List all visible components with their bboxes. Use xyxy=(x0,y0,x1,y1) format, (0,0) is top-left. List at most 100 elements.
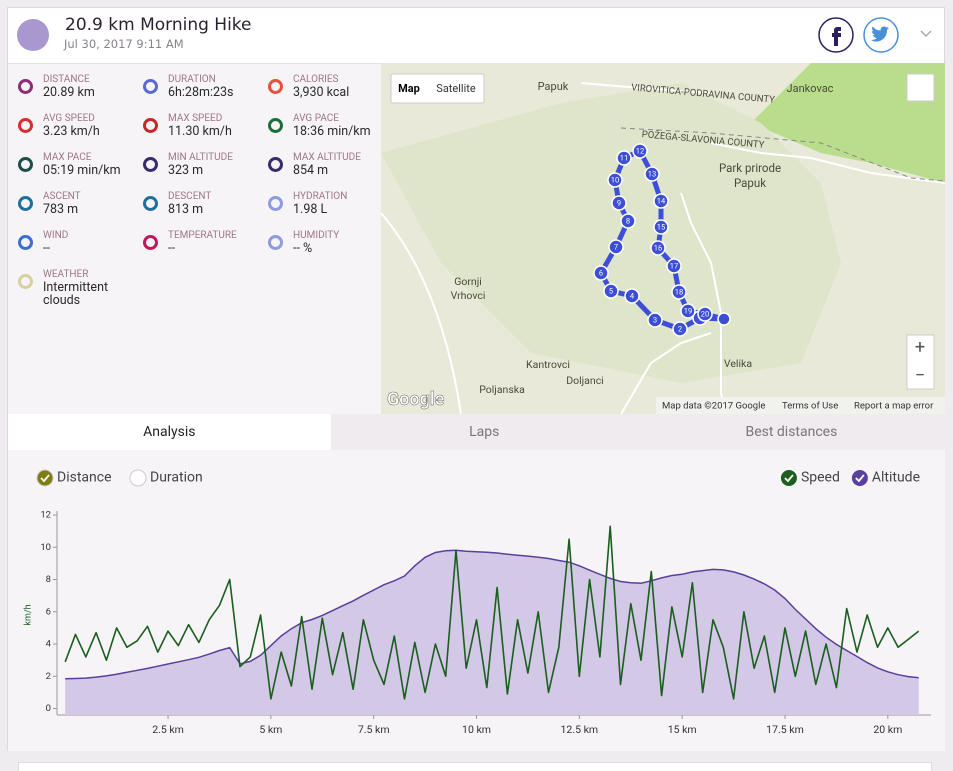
stat-icon xyxy=(18,118,33,133)
stat-label: AVG SPEED xyxy=(43,113,95,124)
x-option-label[interactable]: Duration xyxy=(150,470,203,486)
stat-value: 1.98 L xyxy=(293,202,328,217)
road xyxy=(710,142,945,184)
stat-icon xyxy=(18,79,33,94)
route-marker xyxy=(603,283,619,299)
stat-icon xyxy=(268,196,283,211)
fullscreen-button[interactable] xyxy=(906,73,935,102)
route-marker-label: 4 xyxy=(630,291,635,300)
route-marker-label: 7 xyxy=(614,242,618,251)
zoom-in[interactable]: + xyxy=(915,337,925,358)
legend-label[interactable]: Altitude xyxy=(872,470,920,486)
title: 20.9 km Morning Hike xyxy=(65,15,252,35)
y-tick-label: 12 xyxy=(40,510,51,521)
map-button[interactable]: Map xyxy=(398,82,420,95)
chart: Distance Duration Altitude Speed km/h 0 2 4 6 8 10… xyxy=(23,469,931,736)
route xyxy=(598,148,725,332)
route-marker-label: 17 xyxy=(670,261,678,270)
stat-icon xyxy=(18,235,33,250)
route-marker-label: 2 xyxy=(678,324,682,333)
stat-label: CALORIES xyxy=(293,74,339,85)
map[interactable]: Papuk VIROVITICA-PODRAVINA COUNTY Jankovac… xyxy=(381,63,945,414)
stat-icon xyxy=(18,274,33,289)
x-tick-label: 12.5 km xyxy=(561,723,599,736)
stat-label: HYDRATION xyxy=(293,191,348,202)
stat-value: Intermittent clouds xyxy=(43,280,109,308)
place-label: Velika xyxy=(724,357,752,370)
stat-label: HUMIDITY xyxy=(293,230,340,241)
legend-check[interactable] xyxy=(780,470,797,486)
stats-panel: DISTANCE 20.89 km DURATION 6h:28m:23s CALORI… xyxy=(8,63,381,414)
forest xyxy=(381,83,841,383)
route-marker-label: 10 xyxy=(611,175,619,184)
route-marker-label: 19 xyxy=(684,306,692,315)
stat-icon xyxy=(268,79,283,94)
stat-label: WIND xyxy=(43,230,69,241)
end-pin xyxy=(717,312,731,326)
route-marker-label: 9 xyxy=(617,198,621,207)
map-logo: Google xyxy=(387,389,445,410)
tab[interactable]: Analysis xyxy=(8,414,331,450)
stat-icon xyxy=(268,157,283,172)
route-marker xyxy=(653,219,669,235)
speed-line xyxy=(64,525,920,700)
x-option-radio[interactable] xyxy=(129,469,147,487)
map-button[interactable]: Satellite xyxy=(436,82,476,95)
route-marker-label: 14 xyxy=(657,196,666,205)
next-card xyxy=(18,762,932,771)
altitude-line xyxy=(65,549,919,680)
zoom-out[interactable]: − xyxy=(915,365,925,386)
route-marker xyxy=(650,240,666,256)
stat-label: MIN ALTITUDE xyxy=(168,152,233,163)
stat-label: DURATION xyxy=(168,74,216,85)
route-marker-label: 6 xyxy=(599,268,603,277)
stat-icon xyxy=(18,196,33,211)
route-marker xyxy=(624,288,640,304)
zoom-box xyxy=(906,334,935,390)
route-marker xyxy=(647,312,663,328)
place-label: Park prirode xyxy=(719,161,781,175)
place-label: Kantrovci xyxy=(526,358,570,371)
y-tick-label: 4 xyxy=(46,639,52,650)
x-tick-label: 15 km xyxy=(668,723,697,736)
place-label: Jankovac xyxy=(787,82,834,95)
x-option-label[interactable]: Distance xyxy=(57,470,112,486)
tab[interactable]: Laps xyxy=(330,414,638,450)
route-marker xyxy=(671,284,687,300)
x-option-radio[interactable] xyxy=(36,469,54,487)
stat-icon xyxy=(143,118,158,133)
legend-label[interactable]: Speed xyxy=(801,470,840,486)
route-marker xyxy=(608,239,624,255)
check xyxy=(784,474,794,483)
collapse-chevron[interactable] xyxy=(920,30,932,38)
route-marker xyxy=(644,166,660,182)
x-tick-label: 5 km xyxy=(259,723,282,736)
stat-icon xyxy=(143,196,158,211)
place-label: Papuk xyxy=(538,80,569,93)
stat-icon xyxy=(268,235,283,250)
route-marker-label: 20 xyxy=(701,309,709,318)
map-type-box xyxy=(390,73,485,104)
stat-label: MAX PACE xyxy=(43,152,92,163)
legend-check[interactable] xyxy=(851,470,868,486)
stat-label: DESCENT xyxy=(168,191,212,202)
attribution-text: Report a map error xyxy=(854,401,934,412)
y-tick-label: 6 xyxy=(46,606,51,617)
stat-icon xyxy=(143,157,158,172)
facebook-icon xyxy=(832,27,841,46)
stat-value: 854 m xyxy=(293,163,329,178)
stat-label: WEATHER xyxy=(43,269,89,280)
route-marker xyxy=(666,258,682,274)
route-marker xyxy=(593,265,609,281)
stat-icon xyxy=(18,157,33,172)
route-marker-label: 3 xyxy=(653,315,657,324)
stat-icon xyxy=(143,235,158,250)
stat-label: TEMPERATURE xyxy=(168,230,237,241)
route-marker-label: 11 xyxy=(620,153,628,162)
park-area xyxy=(751,63,945,183)
place-label: Papuk xyxy=(734,176,766,190)
y-tick-label: 8 xyxy=(46,574,51,585)
stat-label: MAX ALTITUDE xyxy=(293,152,361,163)
tab[interactable]: Best distances xyxy=(637,414,946,450)
